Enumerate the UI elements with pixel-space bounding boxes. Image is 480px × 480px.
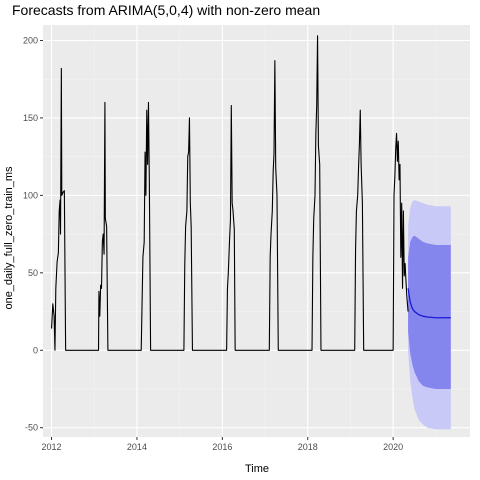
plot-panel <box>43 25 470 437</box>
history-line <box>50 35 409 351</box>
grid-major <box>43 25 470 437</box>
y-tick-label: 100 <box>23 190 38 200</box>
grid-minor <box>43 25 470 437</box>
x-tick-label: 2018 <box>298 442 318 452</box>
x-tick-label: 2020 <box>383 442 403 452</box>
y-tick-label: 200 <box>23 35 38 45</box>
x-tick-label: 2016 <box>212 442 232 452</box>
forecast-mean-line <box>407 288 451 319</box>
y-axis: -50 0 50 100 150 200 <box>23 35 43 433</box>
pi80-band <box>408 235 451 389</box>
x-axis-title: Time <box>245 463 269 475</box>
y-tick-label: 150 <box>23 113 38 123</box>
x-tick-label: 2014 <box>127 442 147 452</box>
x-axis: 2012 2014 2016 2018 2020 <box>42 437 403 452</box>
x-tick-label: 2012 <box>42 442 62 452</box>
chart-title: Forecasts from ARIMA(5,0,4) with non-zer… <box>12 2 320 18</box>
y-tick-label: 50 <box>28 268 38 278</box>
y-tick-label: 0 <box>33 345 38 355</box>
prediction-intervals <box>408 200 451 430</box>
y-tick-label: -50 <box>25 423 38 433</box>
y-axis-title: one_daily_full_zero_train_ms <box>3 166 15 310</box>
series <box>50 35 451 351</box>
